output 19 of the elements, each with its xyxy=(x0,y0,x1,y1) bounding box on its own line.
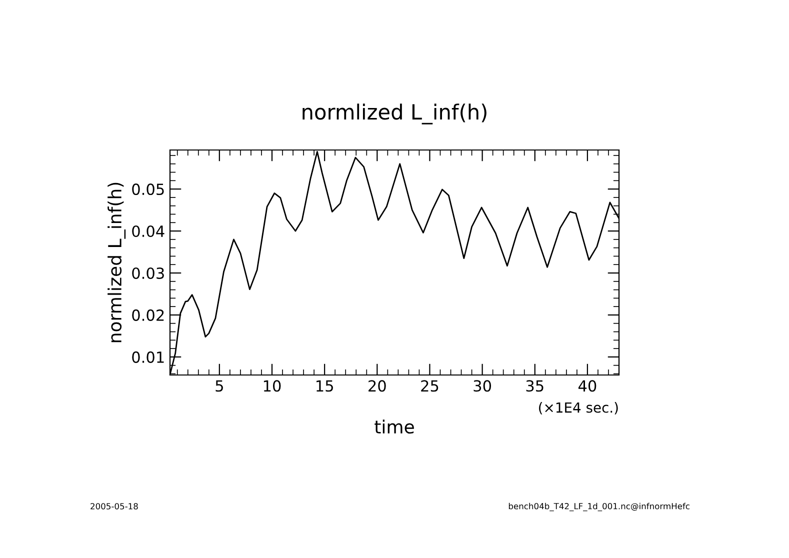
text: (×1E4 sec.) xyxy=(539,402,618,414)
x-tick-label: 10 xyxy=(264,380,281,392)
x-tick-label: 35 xyxy=(526,380,544,392)
x-tick-label: 20 xyxy=(368,380,386,392)
y-tick-label: 0.05 xyxy=(132,184,164,196)
x-tick-label: 25 xyxy=(421,380,438,392)
x-tick-label: 15 xyxy=(316,380,333,392)
text: bench04b_T42_LF_1d_001.nc@infnormHefc xyxy=(508,502,690,512)
x-tick-label: 30 xyxy=(474,380,492,392)
y-tick-label: 0.03 xyxy=(132,267,164,280)
y-tick-label: 0.02 xyxy=(132,309,164,321)
chart-title: normlized L_inf(h) xyxy=(302,104,486,124)
y-tick-label: 0.01 xyxy=(132,351,164,363)
x-tick-label: 5 xyxy=(216,380,223,392)
y-tick-label: 0.04 xyxy=(132,225,164,238)
y-axis-title: normlized L_inf(h) xyxy=(108,182,126,342)
x-axis-title: time xyxy=(374,420,414,434)
x-tick-label: 40 xyxy=(578,380,596,392)
text: 2005-05-18 xyxy=(90,503,138,510)
